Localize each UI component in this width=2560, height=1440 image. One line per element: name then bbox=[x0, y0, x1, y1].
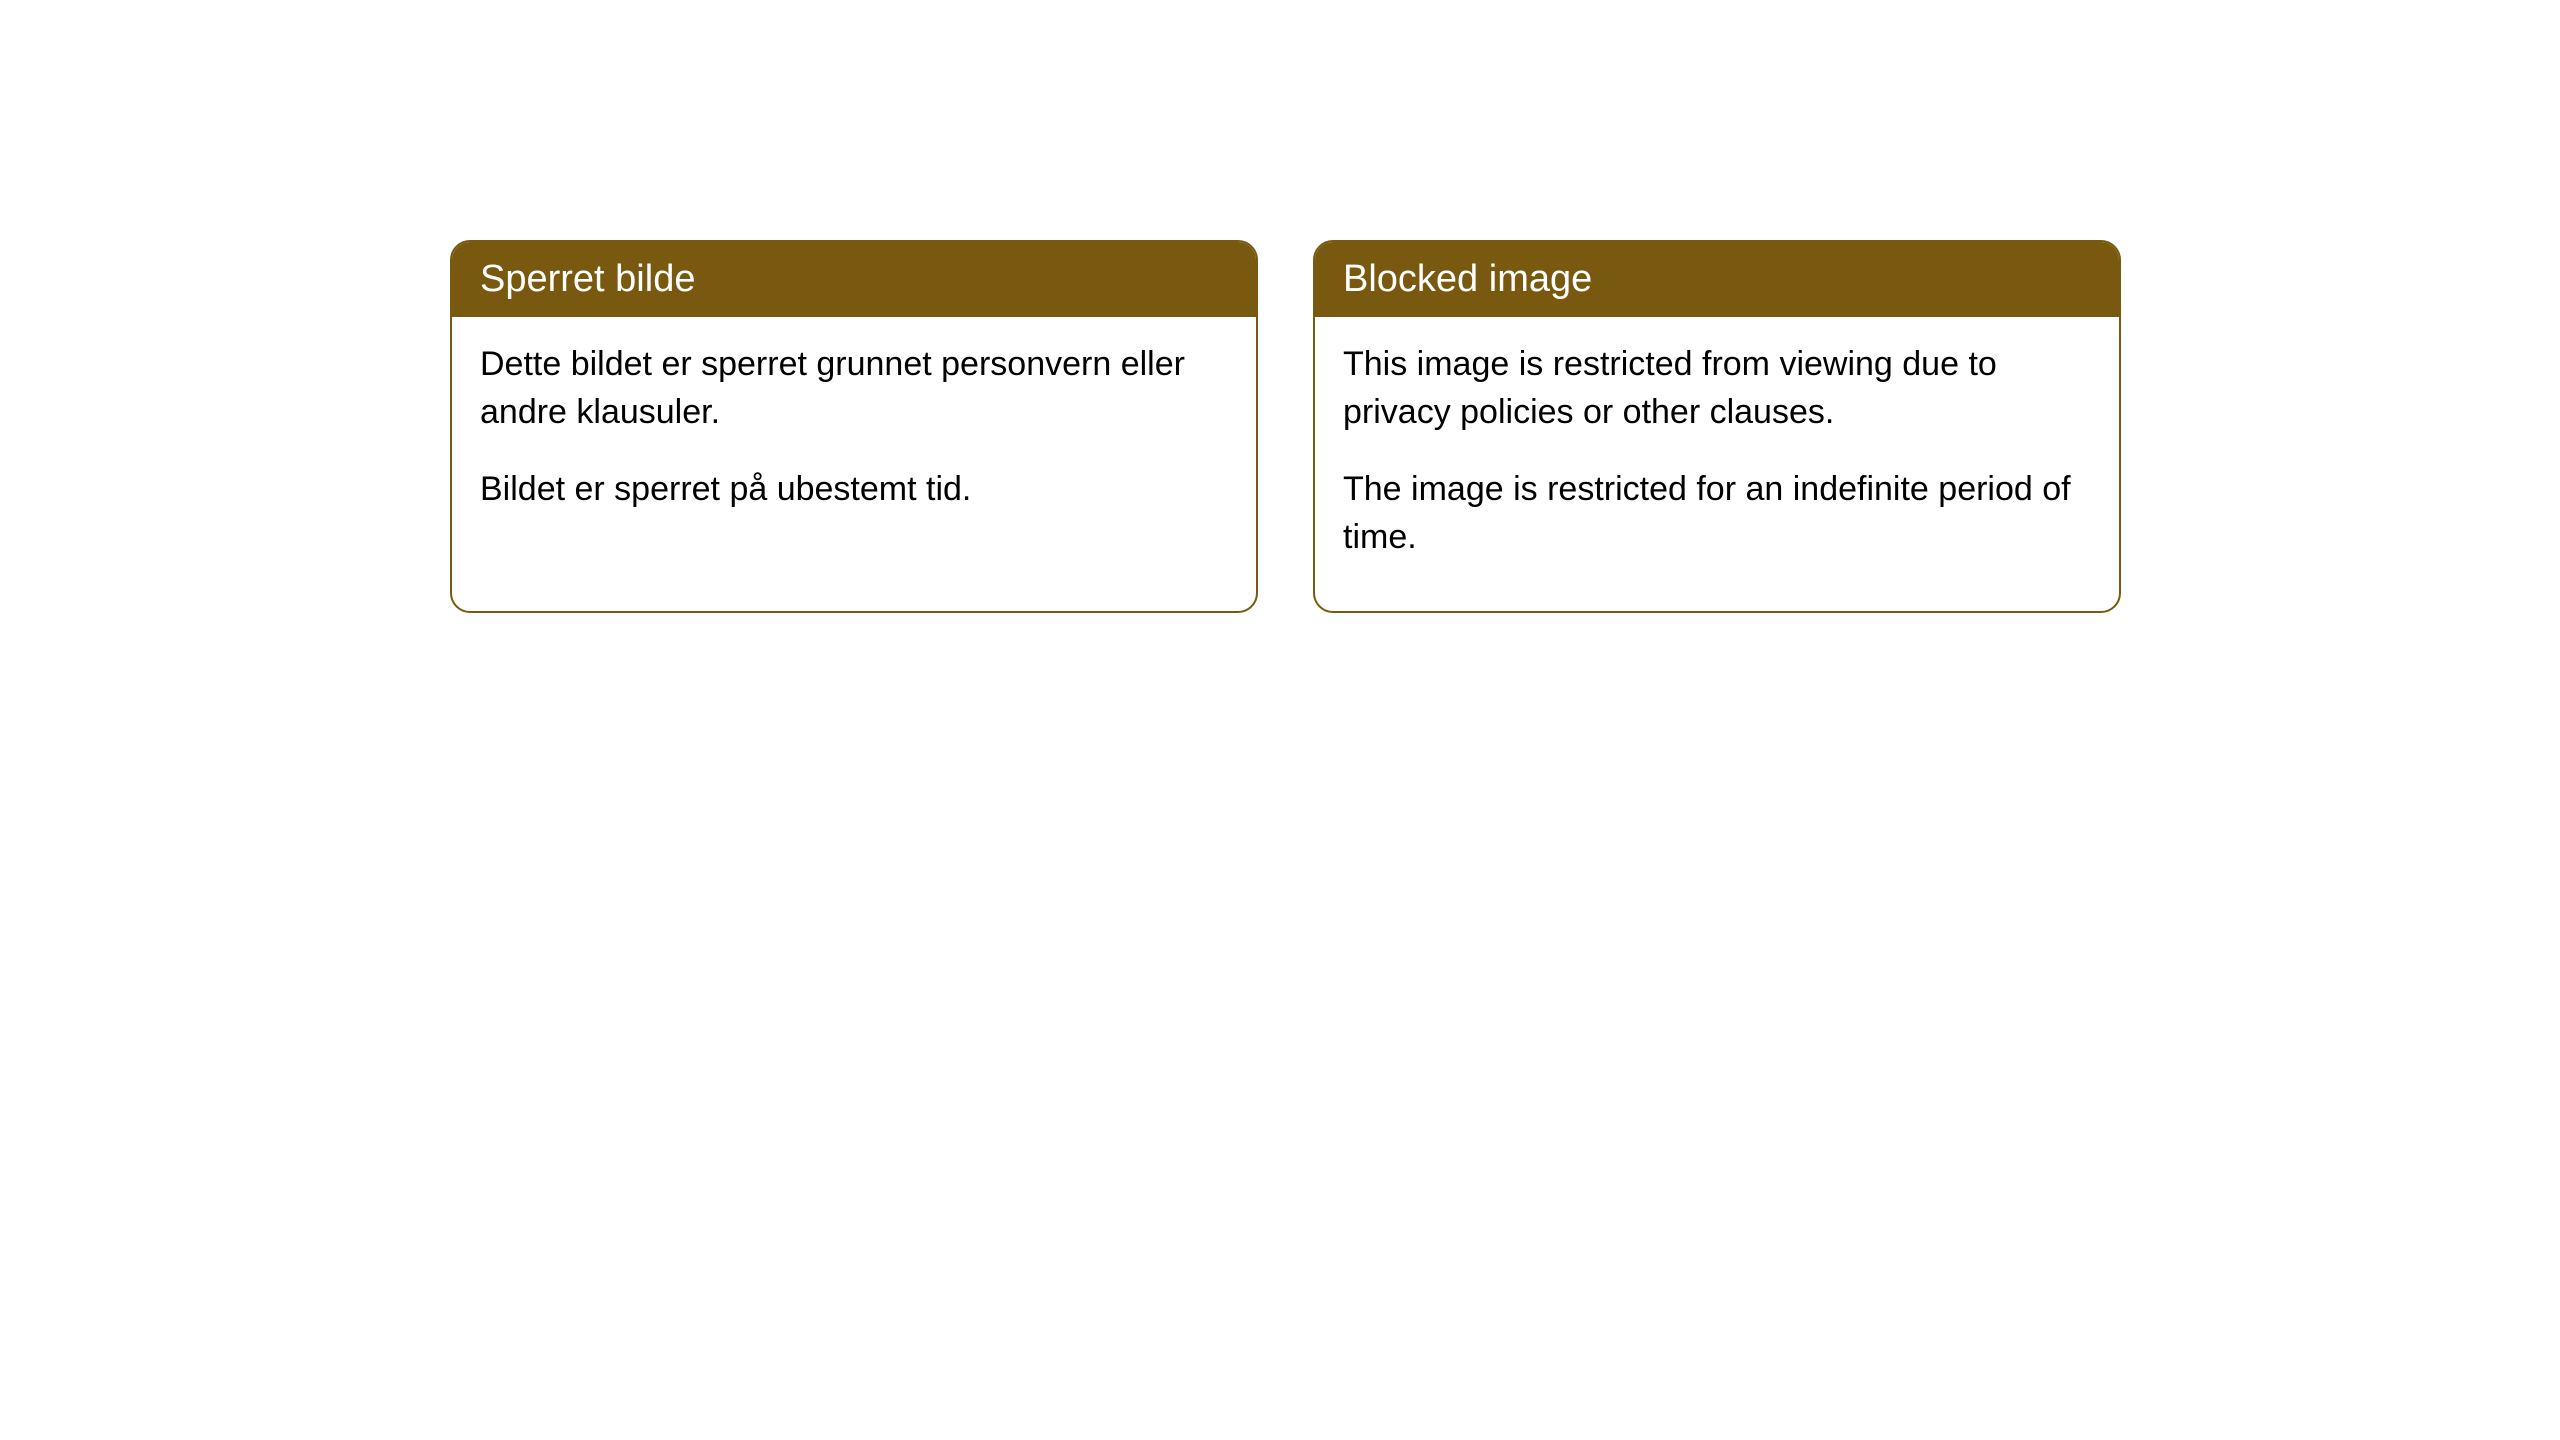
notice-paragraph: Bildet er sperret på ubestemt tid. bbox=[480, 466, 1228, 514]
notice-paragraph: This image is restricted from viewing du… bbox=[1343, 341, 2091, 436]
notice-card-title: Blocked image bbox=[1343, 258, 1592, 300]
notice-card-title: Sperret bilde bbox=[480, 258, 695, 300]
notice-card-header: Blocked image bbox=[1315, 242, 2119, 317]
notice-card-body: This image is restricted from viewing du… bbox=[1315, 317, 2119, 611]
notice-paragraph: The image is restricted for an indefinit… bbox=[1343, 466, 2091, 561]
notice-card-body: Dette bildet er sperret grunnet personve… bbox=[452, 317, 1256, 564]
notice-cards-container: Sperret bilde Dette bildet er sperret gr… bbox=[450, 240, 2121, 613]
notice-card-english: Blocked image This image is restricted f… bbox=[1313, 240, 2121, 613]
notice-card-header: Sperret bilde bbox=[452, 242, 1256, 317]
notice-card-norwegian: Sperret bilde Dette bildet er sperret gr… bbox=[450, 240, 1258, 613]
notice-paragraph: Dette bildet er sperret grunnet personve… bbox=[480, 341, 1228, 436]
